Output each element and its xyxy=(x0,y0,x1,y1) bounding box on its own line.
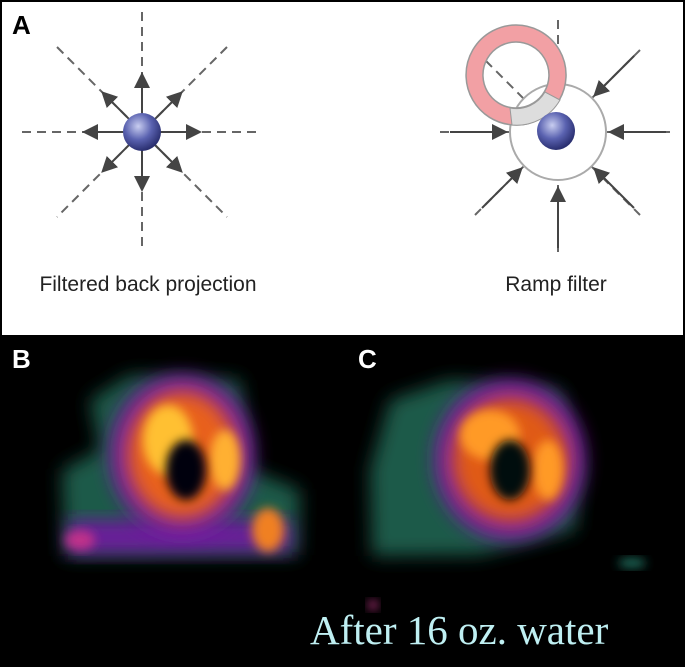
caption: Filtered back projection xyxy=(39,273,256,296)
ramp-diagram xyxy=(440,20,670,252)
panel-label: A xyxy=(12,10,31,40)
caption: Ramp filter xyxy=(505,273,607,296)
panel-label: C xyxy=(358,344,377,374)
scan-c xyxy=(368,380,646,610)
overlay-text: After 16 oz. water xyxy=(310,607,609,653)
fbp-diagram xyxy=(22,12,262,252)
scan-b xyxy=(62,375,300,556)
panel-label: B xyxy=(12,344,31,374)
